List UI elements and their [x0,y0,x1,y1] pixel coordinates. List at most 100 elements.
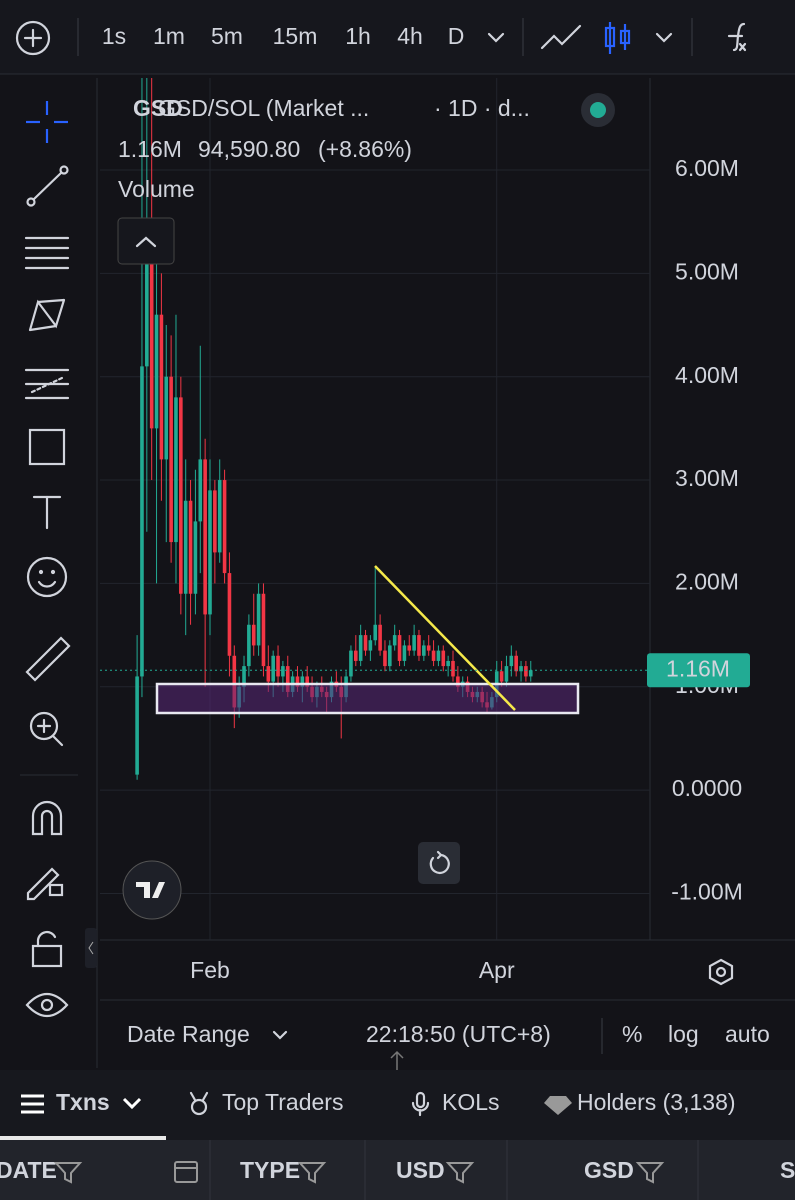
ruler-tool[interactable] [25,636,71,682]
interval[interactable]: 5m [211,23,243,49]
lock-drawing-tool[interactable] [26,867,64,901]
candle-body [354,650,358,661]
candle-body [373,624,378,641]
filter-icon[interactable] [445,1162,475,1184]
logo: GSD [133,95,183,121]
candle-body [524,666,528,677]
tab[interactable]: Top Traders [222,1089,343,1115]
candle-body [431,650,436,661]
tab-chevron [122,1097,142,1110]
zoom-tool[interactable] [29,711,64,747]
candle-body [145,242,149,367]
filter-icon[interactable] [53,1162,83,1184]
percent-toggle[interactable]: % [622,1021,642,1047]
candle-body [368,640,373,651]
column-header: GSD [584,1157,634,1183]
interval[interactable]: 1m [153,23,185,49]
candle-body [441,650,446,667]
indicators-icon[interactable] [727,22,747,52]
crosshair-tool[interactable] [26,101,68,143]
auto-toggle[interactable]: auto [725,1021,770,1047]
last-price-tag [647,653,750,688]
column-header: TYPE [240,1157,300,1183]
interval[interactable]: 1s [102,23,126,49]
shape-tool[interactable] [28,428,66,466]
candle-body [183,500,188,594]
symbol: GSD/SOL (Market ... [158,95,369,121]
diamond-icon [544,1096,572,1115]
emoji-tool[interactable] [26,556,68,598]
change: 94,590.80 [198,136,300,162]
last-price-label: 1.16M [666,655,730,681]
calendar-icon[interactable] [174,1161,198,1183]
trend-line [374,565,516,711]
candle-body [397,635,402,661]
x-tick-label: Apr [479,957,515,983]
reset-button[interactable] [418,842,460,884]
table-header [0,1140,795,1200]
candle-body [179,397,183,594]
text-tool[interactable] [32,495,62,530]
y-tick-label: 0.0000 [672,775,742,801]
candle-body [436,650,441,661]
candle-body [456,676,460,687]
price: 1.16M [118,136,182,162]
interval-menu[interactable] [487,32,505,43]
tab[interactable]: Holders (3,138) [577,1089,736,1115]
chart-type-menu[interactable] [655,32,673,43]
y-tick-label: 4.00M [675,362,739,388]
line-chart-icon[interactable] [540,24,582,50]
y-tick-label: 2.00M [675,568,739,594]
magnet-tool[interactable] [31,800,63,836]
visibility-tool[interactable] [25,992,69,1018]
drawing-tools [20,101,78,1018]
pattern-tool[interactable] [28,298,66,332]
candle-body [451,660,455,677]
candle-body [164,376,169,460]
candle-body [383,650,387,667]
filter-icon[interactable] [297,1162,327,1184]
interval[interactable]: 15m [273,23,318,49]
candle-body [174,397,178,543]
collapse-arrow [88,941,94,955]
candle-body [208,490,212,615]
candle-body [514,655,518,672]
candle-body [281,666,285,677]
candle-icon[interactable] [604,22,631,54]
lock-tool[interactable] [31,930,63,968]
candle-body [242,666,246,687]
collapse-handle[interactable] [85,928,97,968]
candle-body [188,500,193,594]
filter-icon[interactable] [635,1162,665,1184]
interval[interactable]: D [448,23,465,49]
log-toggle[interactable]: log [668,1021,699,1047]
active-tab-indicator [0,1136,166,1140]
candle-body [422,645,426,656]
projection-tool[interactable] [24,368,70,400]
tv-logo[interactable] [122,860,182,920]
candle-body [528,670,533,677]
y-tick-label: 5.00M [675,258,739,284]
candle-body [300,676,305,687]
x-tick-label: Feb [190,957,230,983]
candle-body [392,635,397,646]
interval[interactable]: 4h [397,23,423,49]
list-icon [21,1094,44,1114]
trend-line-tool[interactable] [26,165,69,207]
candle-body [135,676,139,775]
candle-body [271,655,275,682]
interval[interactable]: 1h [345,23,371,49]
tv-logo-mark [136,882,165,898]
add-button[interactable] [15,20,51,56]
tab[interactable]: Txns [56,1089,110,1115]
fib-tool[interactable] [24,236,70,270]
resolution: · 1D · d... [434,95,530,121]
plot [100,78,650,940]
candle-body [222,480,227,574]
date-range[interactable]: Date Range [127,1021,250,1047]
settings-icon[interactable] [708,958,734,986]
tab[interactable]: KOLs [442,1089,500,1115]
change-pct: (+8.86%) [318,136,412,162]
collapse-legend[interactable] [117,217,175,265]
